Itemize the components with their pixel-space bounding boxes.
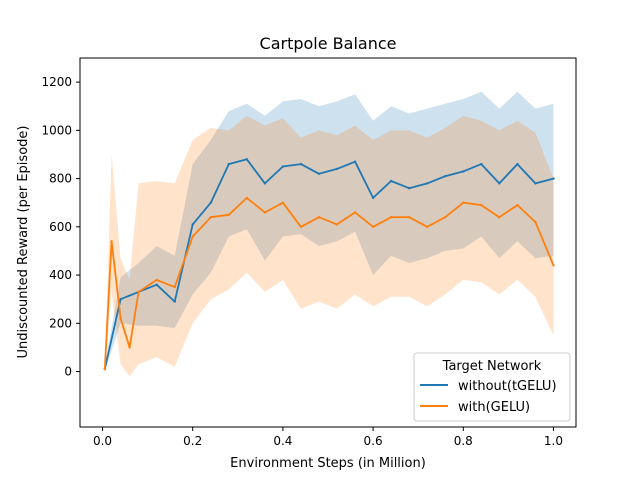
y-tick-label: 0	[64, 365, 72, 379]
point-without-tgelu	[245, 158, 248, 161]
y-tick-label: 600	[49, 220, 72, 234]
point-without-tgelu	[498, 182, 501, 185]
point-without-tgelu	[155, 283, 158, 286]
legend-entry-without-tgelu: without(tGELU)	[458, 379, 557, 394]
line-without-tgelu	[103, 158, 554, 370]
point-without-tgelu	[516, 162, 519, 166]
point-with-gelu	[209, 216, 212, 219]
point-without-tgelu	[408, 187, 411, 190]
point-without-tgelu	[353, 160, 357, 163]
legend-entry-with-gelu: with(GELU)	[458, 400, 530, 415]
legend: Target Network without(tGELU) with(GELU)	[413, 352, 571, 422]
y-axis-label: Undiscounted Reward (per Episode)	[16, 126, 31, 359]
point-with-gelu	[281, 201, 285, 204]
point-with-gelu	[227, 213, 230, 216]
x-axis-ticks: 0.0 0.2 0.4 0.6 0.8 1.0	[93, 427, 563, 448]
x-tick-label: 0.2	[183, 434, 202, 448]
point-without-tgelu	[462, 170, 465, 173]
point-without-tgelu	[335, 167, 339, 171]
legend-title: Target Network	[442, 359, 542, 374]
point-without-tgelu	[263, 182, 267, 185]
point-with-gelu	[462, 201, 465, 204]
x-tick-label: 1.0	[544, 434, 563, 448]
point-without-tgelu	[426, 182, 429, 185]
point-with-gelu	[299, 225, 303, 228]
point-without-tgelu	[173, 300, 176, 303]
point-with-gelu	[389, 216, 393, 219]
line-with-gelu	[103, 196, 555, 370]
point-without-tgelu	[534, 182, 537, 185]
x-tick-label: 0.6	[364, 434, 383, 448]
series-lines	[103, 158, 555, 371]
x-tick-label: 0.8	[454, 434, 473, 448]
band-with-gelu	[104, 115, 554, 377]
point-with-gelu	[335, 223, 339, 226]
point-with-gelu	[534, 220, 537, 224]
point-with-gelu	[480, 203, 483, 207]
point-without-tgelu	[552, 177, 555, 180]
point-with-gelu	[191, 235, 194, 238]
confidence-bands	[104, 91, 554, 377]
point-without-tgelu	[299, 162, 303, 166]
y-axis-ticks: 0 200 400 600 800 1000 1200	[41, 75, 80, 379]
y-tick-label: 1000	[41, 123, 72, 137]
point-without-tgelu	[480, 162, 483, 166]
point-with-gelu	[173, 285, 176, 289]
point-without-tgelu	[209, 201, 212, 204]
point-without-tgelu	[119, 298, 122, 301]
point-with-gelu	[552, 264, 555, 267]
x-tick-label: 0.0	[93, 434, 112, 448]
point-with-gelu	[137, 290, 140, 294]
point-with-gelu	[263, 211, 267, 214]
point-with-gelu	[155, 278, 158, 282]
point-without-tgelu	[227, 162, 230, 166]
plot-frame	[79, 57, 577, 428]
point-with-gelu	[426, 225, 429, 228]
y-tick-label: 800	[49, 172, 72, 186]
point-without-tgelu	[389, 179, 393, 183]
point-with-gelu	[353, 211, 357, 214]
point-without-tgelu	[317, 172, 321, 175]
band-without-tgelu	[104, 91, 554, 372]
point-with-gelu	[408, 216, 411, 219]
x-axis-label: Environment Steps (in Million)	[230, 456, 426, 471]
point-without-tgelu	[444, 175, 447, 178]
point-without-tgelu	[191, 223, 194, 226]
point-with-gelu	[110, 240, 113, 243]
y-tick-label: 1200	[41, 75, 72, 89]
point-with-gelu	[128, 346, 131, 349]
y-tick-label: 200	[49, 316, 72, 330]
point-without-tgelu	[281, 165, 285, 168]
point-with-gelu	[371, 225, 375, 228]
y-tick-label: 400	[49, 268, 72, 282]
point-with-gelu	[103, 367, 107, 371]
point-without-tgelu	[371, 196, 375, 200]
legend-box	[413, 352, 571, 422]
point-with-gelu	[498, 216, 501, 219]
point-with-gelu	[317, 216, 321, 219]
chart-title: Cartpole Balance	[260, 34, 397, 53]
point-with-gelu	[119, 317, 122, 320]
point-with-gelu	[245, 196, 248, 200]
point-with-gelu	[516, 203, 519, 207]
point-with-gelu	[444, 216, 447, 219]
x-tick-label: 0.4	[273, 434, 292, 448]
